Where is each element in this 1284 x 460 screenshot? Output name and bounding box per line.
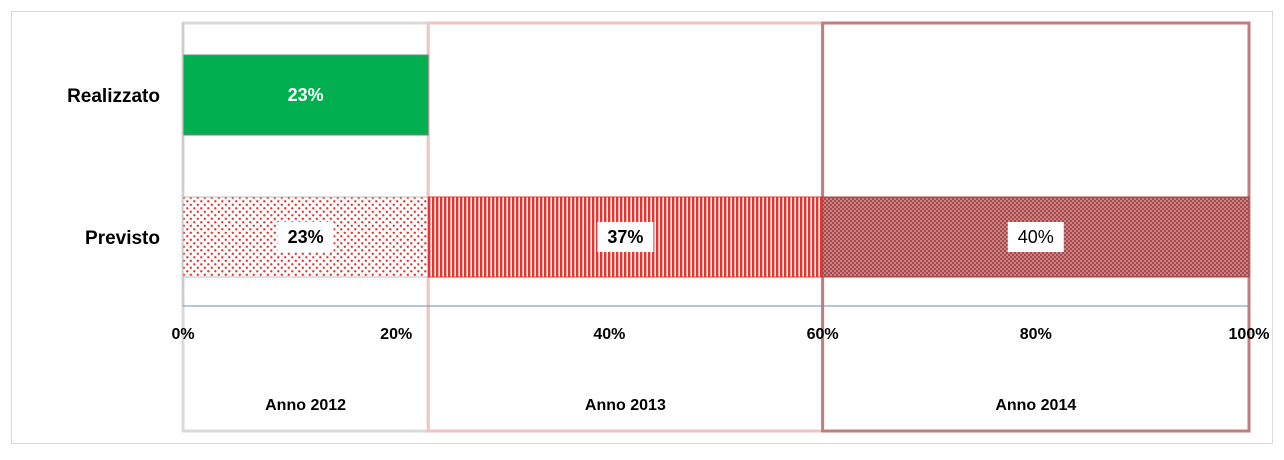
data-label: 40%	[1018, 227, 1054, 247]
legend-label: Anno 2014	[995, 397, 1076, 414]
legend-label: Anno 2012	[265, 397, 346, 414]
chart-frame	[11, 11, 1273, 444]
data-label: 23%	[288, 227, 324, 247]
data-label: 37%	[607, 227, 643, 247]
data-label: 23%	[288, 85, 324, 105]
x-tick-label: 20%	[380, 326, 412, 343]
legend-label: Anno 2013	[585, 397, 666, 414]
category-label: Realizzato	[67, 86, 160, 107]
x-tick-label: 100%	[1229, 326, 1270, 343]
x-tick-label: 0%	[171, 326, 194, 343]
x-tick-label: 80%	[1020, 326, 1052, 343]
data-label-background	[1007, 222, 1064, 252]
data-label-background	[277, 222, 334, 252]
bar-realizzato-1	[182, 54, 429, 136]
data-label-background	[597, 222, 654, 252]
x-tick-label: 60%	[807, 326, 839, 343]
category-label: Previsto	[85, 228, 160, 249]
x-tick-label: 40%	[593, 326, 625, 343]
